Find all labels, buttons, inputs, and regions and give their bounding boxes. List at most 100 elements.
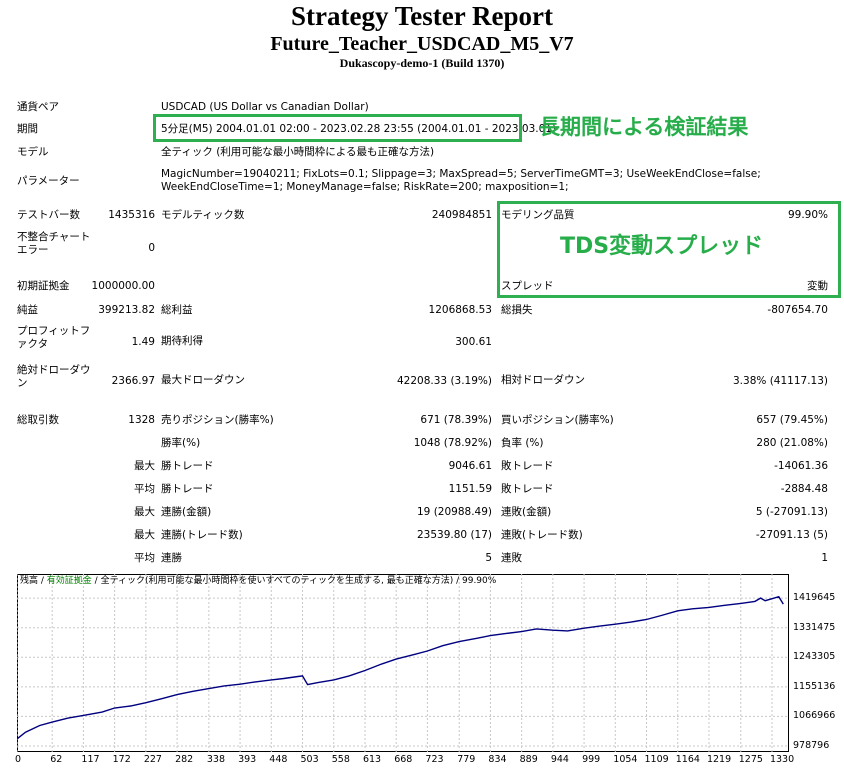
avg-cons-losses-label: 連敗 (501, 552, 522, 564)
y-tick-label: 978796 (793, 740, 830, 751)
gross-profit-value: 1206868.53 (428, 304, 492, 316)
period-highlight-box (153, 114, 522, 142)
legend-model-info: 全ティック(利用可能な最小時間枠を使いすべてのティックを生成する, 最も正確な方… (100, 576, 497, 586)
report-subtitle: Future_Teacher_USDCAD_M5_V7 (270, 33, 574, 55)
long-positions-label: 買いポジション(勝率%) (501, 414, 614, 426)
legend-separator: / (91, 576, 101, 586)
avg-loss-value: -2884.48 (780, 483, 828, 495)
cons-losses-money-value: 5 (-27091.13) (755, 506, 828, 518)
x-tick-label: 613 (362, 754, 382, 765)
ticks-value: 240984851 (431, 209, 492, 221)
abs-drawdown-value: 2366.97 (111, 375, 155, 387)
x-tick-label: 558 (331, 754, 350, 765)
x-tick-label: 668 (394, 754, 413, 765)
params-value: MagicNumber=19040211; FixLots=0.1; Slipp… (161, 168, 761, 193)
x-tick-label: 227 (143, 754, 162, 765)
max-row-label-2: 最大 (134, 506, 155, 518)
mismatch-value: 0 (148, 242, 155, 254)
x-tick-label: 999 (582, 754, 601, 765)
period-value: 5分足(M5) 2004.01.01 02:00 - 2023.02.28 23… (161, 123, 557, 135)
y-tick-label: 1419645 (793, 592, 836, 604)
expected-payoff-value: 300.61 (455, 336, 492, 348)
mismatch-label: 不整合チャートエラー (17, 231, 91, 256)
x-tick-label: 944 (550, 754, 569, 765)
bars-label: テストバー数 (17, 209, 80, 221)
x-tick-label: 723 (425, 754, 444, 765)
ticks-label: モデルティック数 (161, 209, 245, 221)
x-tick-label: 834 (488, 754, 507, 765)
rel-drawdown-label: 相対ドローダウン (501, 374, 585, 386)
loss-rate-value: 280 (21.08%) (756, 437, 828, 449)
max-loss-label: 敗トレード (501, 460, 554, 472)
avg-cons-wins-value: 5 (485, 552, 492, 564)
rel-drawdown-value: 3.38% (41117.13) (733, 375, 828, 387)
model-label: モデル (17, 146, 49, 158)
balance-line (17, 595, 784, 740)
bars-value: 1435316 (108, 209, 155, 221)
symbol-label: 通貨ペア (17, 101, 59, 113)
x-tick-label: 889 (519, 754, 538, 765)
x-tick-label: 0 (15, 754, 22, 765)
avg-cons-losses-value: 1 (821, 552, 828, 564)
y-tick-label: 1243305 (793, 651, 836, 663)
max-win-value: 9046.61 (448, 460, 492, 472)
avg-win-label: 勝トレード (161, 483, 214, 495)
gross-loss-label: 総損失 (501, 304, 533, 316)
report-title: Strategy Tester Report (291, 1, 553, 31)
max-row-label-3: 最大 (134, 529, 155, 541)
x-tick-label: 1275 (738, 754, 763, 765)
cons-wins-money-value: 19 (20988.49) (417, 506, 492, 518)
profit-factor-value: 1.49 (131, 336, 155, 348)
net-profit-value: 399213.82 (98, 304, 155, 316)
model-value: 全ティック (利用可能な最小時間枠による最も正確な方法) (161, 146, 435, 158)
avg-loss-label: 敗トレード (501, 483, 554, 495)
gross-profit-label: 総利益 (161, 304, 193, 316)
total-trades-label: 総取引数 (17, 414, 59, 426)
short-positions-label: 売りポジション(勝率%) (161, 414, 274, 426)
x-tick-label: 1109 (644, 754, 669, 765)
cons-loss-value: -27091.13 (5) (755, 529, 828, 541)
x-tick-label: 338 (206, 754, 225, 765)
deposit-label: 初期証拠金 (17, 280, 70, 292)
x-tick-label: 1330 (769, 754, 795, 765)
x-tick-label: 779 (457, 754, 476, 765)
loss-rate-label: 負率 (%) (501, 437, 544, 449)
cons-profit-label: 連勝(トレード数) (161, 529, 243, 541)
max-drawdown-value: 42208.33 (3.19%) (397, 375, 492, 387)
x-tick-label: 117 (81, 754, 100, 765)
win-rate-value: 1048 (78.92%) (413, 437, 492, 449)
period-annotation: 長期間による検証結果 (539, 115, 749, 139)
win-rate-label: 勝率(%) (161, 437, 201, 449)
spread-value: 変動 (807, 280, 828, 292)
expected-payoff-label: 期待利得 (161, 335, 203, 347)
max-win-label: 勝トレード (161, 460, 214, 472)
server-info: Dukascopy-demo-1 (Build 1370) (339, 56, 505, 70)
x-tick-label: 1054 (613, 754, 638, 765)
max-drawdown-label: 最大ドローダウン (161, 374, 245, 386)
period-label: 期間 (17, 123, 38, 135)
avg-row-label-1: 平均 (134, 483, 155, 495)
x-tick-label: 393 (238, 754, 257, 765)
symbol-value: USDCAD (US Dollar vs Canadian Dollar) (161, 101, 369, 113)
legend-separator: / (38, 576, 47, 586)
max-loss-value: -14061.36 (774, 460, 828, 472)
cons-wins-money-label: 連勝(金額) (161, 506, 212, 518)
spread-label: スプレッド (501, 280, 554, 292)
y-tick-label: 1066966 (793, 710, 836, 722)
quality-label: モデリング品質 (501, 209, 575, 221)
cons-loss-label: 連敗(トレード数) (501, 529, 583, 541)
chart-legend: 残高 / 有効証拠金 / 全ティック(利用可能な最小時間枠を使いすべてのティック… (20, 576, 496, 587)
avg-row-label-2: 平均 (134, 552, 155, 564)
cons-losses-money-label: 連敗(金額) (501, 506, 552, 518)
x-tick-label: 62 (50, 754, 63, 765)
spread-annotation: TDS変動スプレッド (560, 234, 764, 259)
total-trades-value: 1328 (128, 414, 155, 426)
cons-profit-value: 23539.80 (17) (417, 529, 492, 541)
gross-loss-value: -807654.70 (767, 304, 828, 316)
x-tick-label: 172 (112, 754, 131, 765)
deposit-value: 1000000.00 (91, 280, 155, 292)
avg-win-value: 1151.59 (448, 483, 492, 495)
long-positions-value: 657 (79.45%) (756, 414, 828, 426)
y-tick-label: 1331475 (793, 621, 836, 633)
spread-highlight-box (497, 201, 841, 298)
